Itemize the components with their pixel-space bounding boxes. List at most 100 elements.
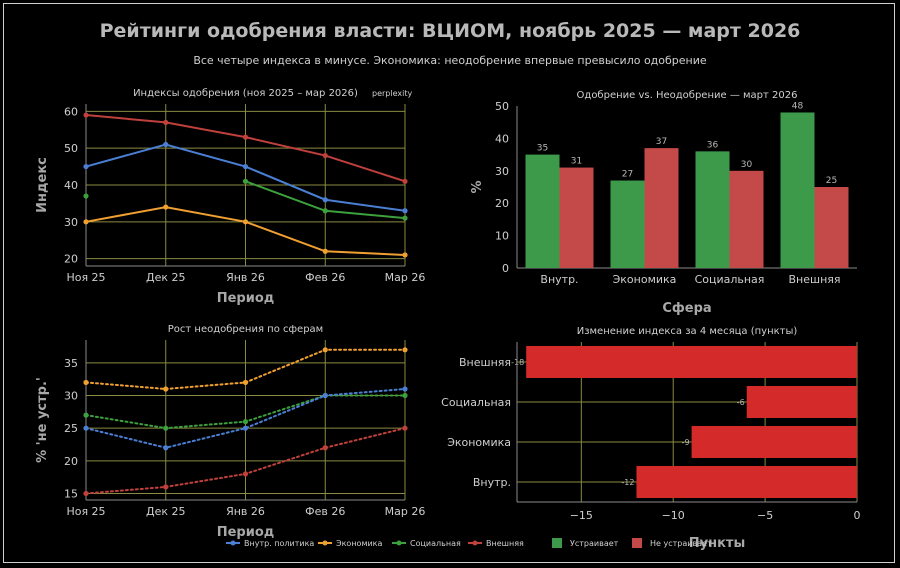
legend-label: Экономика [336, 539, 383, 548]
bar [695, 151, 730, 268]
bar-value-label: -18 [511, 358, 524, 367]
data-point [242, 419, 249, 425]
bar [691, 426, 857, 458]
data-point [402, 252, 408, 258]
bar [644, 148, 679, 268]
x-tick-label: Внутр. [540, 273, 578, 286]
bar [814, 187, 849, 268]
y-tick-label: 30 [64, 216, 78, 229]
bar [610, 180, 645, 268]
y-tick-label: 0 [502, 262, 509, 275]
legend: Внутр. политика Экономика Социальная Внешня… [226, 538, 712, 548]
x-tick-label: Янв 26 [226, 271, 265, 284]
data-point [163, 445, 169, 451]
figure-title: Рейтинги одобрения власти: ВЦИОМ, ноябрь… [99, 20, 801, 42]
legend-label: Не устраивает [650, 539, 712, 548]
y-tick-label: Социальная [441, 396, 511, 409]
legend-box-swatch [632, 538, 642, 548]
chart-title: Изменение индекса за 4 месяца (пункты) [577, 326, 798, 337]
y-tick-label: 10 [495, 230, 509, 243]
legend-label: Социальная [410, 539, 461, 548]
x-tick-label: Внешняя [789, 273, 841, 286]
bar [559, 167, 594, 268]
x-tick-label: Янв 26 [226, 505, 265, 518]
x-tick-label: Экономика [613, 273, 677, 286]
watermark-text: perplexity [372, 89, 412, 98]
data-point [163, 119, 169, 126]
data-point [322, 208, 328, 214]
data-point [242, 425, 249, 431]
y-tick-label: 25 [64, 422, 78, 435]
data-point [322, 347, 328, 353]
data-point [163, 484, 169, 490]
y-tick-label: 15 [64, 487, 78, 500]
data-point [83, 193, 89, 199]
y-tick-label: 20 [64, 455, 78, 468]
y-tick-label: 50 [64, 142, 78, 155]
x-tick-label: 0 [854, 509, 861, 522]
data-point [83, 379, 89, 386]
data-point [83, 425, 89, 431]
bar [729, 170, 764, 268]
data-point [402, 178, 408, 184]
data-point [402, 392, 408, 399]
data-point [242, 379, 249, 386]
bar [746, 386, 857, 418]
x-tick-label: Фев 26 [305, 505, 345, 518]
y-tick-label: Экономика [447, 436, 511, 449]
data-point [402, 347, 408, 353]
x-tick-label: Ноя 25 [66, 505, 105, 518]
y-tick-label: 50 [495, 100, 509, 113]
data-point [83, 163, 89, 170]
legend-label: Устраивает [570, 539, 619, 548]
data-point [242, 178, 249, 184]
bar [636, 466, 857, 498]
data-point [163, 425, 169, 431]
chart-title: Индексы одобрения (ноя 2025 – мар 2026) [133, 88, 358, 99]
bar-value-label: 27 [622, 170, 633, 180]
x-axis-label: Пункты [689, 536, 745, 551]
bar-value-label: -9 [682, 438, 690, 447]
figure-frame [3, 3, 895, 563]
data-point [242, 219, 249, 225]
bar [780, 112, 815, 268]
data-point [242, 471, 249, 477]
bar-value-label: 37 [656, 137, 667, 147]
data-point [402, 215, 408, 221]
y-tick-label: 40 [64, 179, 78, 192]
legend-box-swatch [552, 538, 562, 548]
approval-vs-disapproval-bar-chart: Одобрение vs. Неодобрение — март 2026 0 10… [470, 90, 857, 316]
bar-value-label: 36 [707, 140, 719, 150]
bar-value-label: 30 [741, 160, 753, 170]
x-axis-label: Период [217, 525, 275, 540]
y-tick-label: 30 [64, 390, 78, 403]
legend-marker [472, 540, 478, 546]
y-tick-label: 35 [64, 357, 78, 370]
bar-value-label: 25 [826, 176, 837, 186]
data-point [163, 141, 169, 148]
x-tick-label: Дек 25 [146, 271, 186, 284]
legend-label: Внешняя [486, 539, 524, 548]
data-point [322, 445, 328, 451]
data-point [322, 152, 328, 159]
legend-marker [322, 540, 328, 546]
y-tick-label: Внешняя [459, 356, 511, 369]
legend-marker [396, 540, 402, 546]
x-tick-label: Мар 26 [385, 271, 426, 284]
x-tick-label: −15 [570, 509, 593, 522]
index-change-hbar-chart: Изменение индекса за 4 месяца (пункты) −1… [441, 326, 860, 551]
data-point [402, 208, 408, 214]
y-tick-label: Внутр. [473, 476, 511, 489]
y-axis-label: % [470, 180, 485, 193]
x-axis-label: Период [217, 291, 275, 306]
x-tick-label: −10 [662, 509, 685, 522]
data-point [83, 412, 89, 418]
x-tick-label: Мар 26 [385, 505, 426, 518]
x-tick-label: Фев 26 [305, 271, 345, 284]
bar [526, 346, 857, 378]
disapproval-growth-line-chart: Рост неодобрения по сферам 15 20 25 30 35 Ноя … [35, 324, 425, 540]
data-point [163, 204, 169, 210]
data-point [322, 392, 328, 399]
data-point [242, 163, 249, 170]
